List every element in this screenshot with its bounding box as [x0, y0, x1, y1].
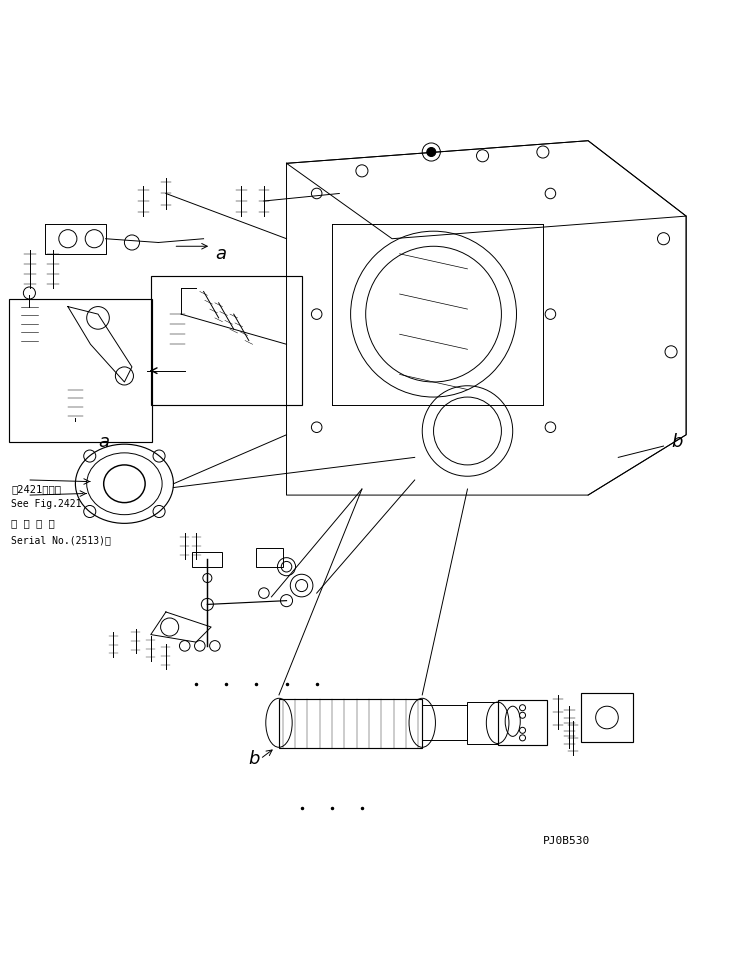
- Bar: [192, 552, 222, 567]
- Bar: [279, 699, 422, 748]
- Text: See Fig.2421: See Fig.2421: [11, 499, 82, 509]
- Bar: [581, 694, 633, 743]
- Text: b: b: [671, 432, 682, 451]
- Bar: [9, 300, 152, 443]
- Text: PJ0B530: PJ0B530: [543, 835, 590, 846]
- Text: a: a: [98, 432, 109, 451]
- Text: Serial No.(2513)～: Serial No.(2513)～: [11, 534, 111, 544]
- Text: b: b: [249, 749, 260, 767]
- Bar: [498, 701, 547, 746]
- Bar: [256, 549, 283, 567]
- Bar: [467, 702, 498, 744]
- Circle shape: [427, 148, 436, 158]
- Bar: [422, 705, 467, 740]
- Text: 第2421図参照: 第2421図参照: [11, 483, 61, 494]
- Text: a: a: [215, 244, 226, 262]
- Text: 適 用 号 機: 適 用 号 機: [11, 518, 55, 528]
- Bar: [151, 277, 302, 406]
